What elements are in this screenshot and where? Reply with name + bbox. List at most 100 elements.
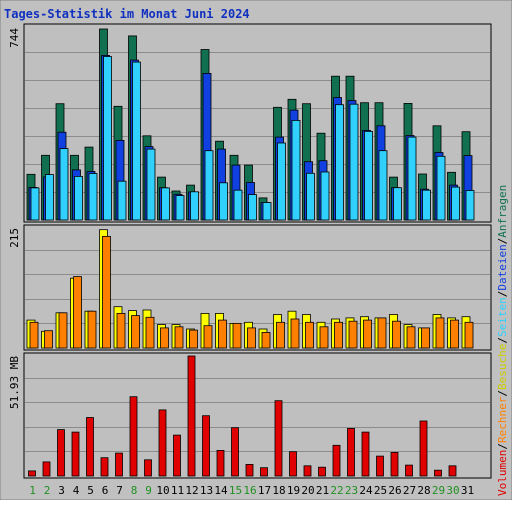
bar-rechner-day-24	[363, 319, 372, 349]
bar-rechner-day-23	[348, 320, 358, 349]
bar-seiten-day-26	[393, 187, 402, 221]
bar-volumen-day-19	[289, 451, 297, 477]
bar-volumen-day-1	[28, 470, 36, 477]
bar-rechner-day-18	[276, 321, 285, 349]
bar-seiten-day-6	[103, 56, 112, 221]
legend: Volumen/Rechner/Besuche/Seiten/Dateien/A…	[496, 185, 509, 496]
bar-seiten-day-30	[451, 186, 460, 221]
bar-volumen-day-25	[376, 455, 384, 477]
bar-seiten-day-2	[45, 174, 54, 221]
bar-volumen-day-26	[390, 451, 399, 477]
y-max-label-top: 744	[8, 28, 21, 48]
bar-volumen-day-24	[361, 431, 370, 477]
x-tick-label-day-23: 23	[345, 484, 358, 497]
bar-rechner-day-10	[160, 327, 169, 349]
bar-seiten-day-12	[190, 191, 199, 221]
legend-item-separator: /	[496, 291, 509, 298]
bar-seiten-day-11	[175, 195, 185, 221]
x-tick-label-day-6: 6	[102, 484, 109, 497]
bar-rechner-day-21	[319, 326, 329, 349]
bar-rechner-day-9	[145, 316, 155, 349]
legend-item-separator: /	[496, 238, 509, 245]
bar-volumen-day-27	[405, 464, 413, 477]
bar-seiten-day-21	[320, 171, 330, 221]
x-tick-label-day-25: 25	[374, 484, 387, 497]
bar-volumen-day-30	[448, 465, 457, 477]
bar-rechner-day-2	[44, 330, 53, 349]
legend-item-volumen: Volumen	[496, 450, 509, 496]
x-tick-label-day-4: 4	[73, 484, 80, 497]
bar-rechner-day-19	[290, 318, 300, 349]
bar-seiten-day-27	[407, 136, 417, 221]
x-tick-label-day-15: 15	[229, 484, 242, 497]
legend-item-separator: /	[496, 443, 509, 450]
bar-rechner-day-3	[58, 312, 68, 349]
x-tick-label-day-28: 28	[417, 484, 430, 497]
bar-rechner-day-1	[29, 321, 39, 349]
x-tick-label-day-9: 9	[145, 484, 152, 497]
x-tick-label-day-16: 16	[243, 484, 256, 497]
bar-seiten-day-7	[117, 180, 127, 221]
x-tick-label-day-30: 30	[446, 484, 459, 497]
x-tick-label-day-3: 3	[58, 484, 65, 497]
bar-volumen-day-22	[332, 444, 341, 477]
bar-volumen-day-18	[274, 400, 283, 477]
legend-item-dateien: Dateien	[496, 244, 509, 290]
x-tick-label-day-18: 18	[272, 484, 285, 497]
bar-rechner-day-12	[189, 329, 198, 349]
bar-rechner-day-15	[232, 322, 242, 349]
bar-volumen-day-17	[260, 467, 268, 477]
x-tick-label-day-5: 5	[87, 484, 94, 497]
bar-volumen-day-8	[129, 396, 138, 477]
bar-seiten-day-1	[30, 187, 40, 221]
bar-volumen-day-28	[419, 420, 428, 477]
bar-seiten-day-29	[436, 155, 446, 221]
bar-rechner-day-26	[392, 320, 401, 349]
bar-volumen-day-10	[158, 409, 167, 477]
bar-volumen-day-23	[347, 427, 355, 477]
bar-volumen-day-7	[115, 452, 123, 477]
bar-seiten-day-13	[204, 150, 214, 221]
x-tick-label-day-27: 27	[403, 484, 416, 497]
x-tick-labels: 1 2 3 4 5 6 7 8 9 10 11 12 13 14 15 16 17 18 19 20 21 22 23 24 2…	[29, 484, 474, 497]
bar-volumen-day-11	[173, 434, 181, 477]
x-tick-label-day-7: 7	[116, 484, 123, 497]
bar-volumen-day-20	[303, 465, 312, 477]
bar-volumen-day-12	[187, 355, 196, 477]
bar-rechner-day-7	[116, 312, 126, 349]
bar-seiten-day-25	[378, 150, 388, 221]
x-tick-label-day-29: 29	[432, 484, 445, 497]
x-tick-label-day-24: 24	[359, 484, 373, 497]
bar-rechner-day-30	[450, 319, 459, 349]
x-tick-label-day-1: 1	[29, 484, 36, 497]
x-tick-label-day-31: 31	[461, 484, 474, 497]
bar-rechner-day-29	[435, 317, 445, 349]
bar-seiten-day-22	[335, 104, 344, 221]
x-tick-label-day-10: 10	[156, 484, 169, 497]
bar-seiten-day-23	[349, 103, 359, 221]
bar-seiten-day-17	[262, 202, 272, 221]
bar-marks	[26, 28, 475, 477]
bar-rechner-day-8	[131, 315, 140, 349]
x-tick-label-day-21: 21	[316, 484, 329, 497]
bar-seiten-day-14	[219, 182, 228, 221]
x-tick-label-day-17: 17	[258, 484, 271, 497]
y-max-label-middle: 215	[8, 228, 21, 248]
bar-seiten-day-20	[306, 172, 315, 221]
bar-seiten-day-19	[291, 120, 301, 221]
bar-volumen-day-3	[57, 429, 65, 477]
legend-item-rechner: Rechner	[496, 396, 509, 443]
bar-volumen-day-6	[100, 457, 109, 477]
bar-volumen-day-21	[318, 466, 326, 477]
y-max-label-bottom: 51.93 MB	[8, 356, 21, 409]
x-tick-label-day-26: 26	[388, 484, 401, 497]
bar-volumen-day-13	[202, 415, 210, 477]
x-tick-label-day-11: 11	[171, 484, 184, 497]
bar-seiten-day-9	[146, 148, 156, 221]
bar-volumen-day-29	[434, 469, 442, 477]
bar-seiten-day-3	[59, 148, 69, 221]
bar-volumen-day-16	[245, 463, 254, 477]
bar-seiten-day-8	[132, 61, 141, 221]
legend-item-seiten: Seiten	[496, 297, 509, 337]
